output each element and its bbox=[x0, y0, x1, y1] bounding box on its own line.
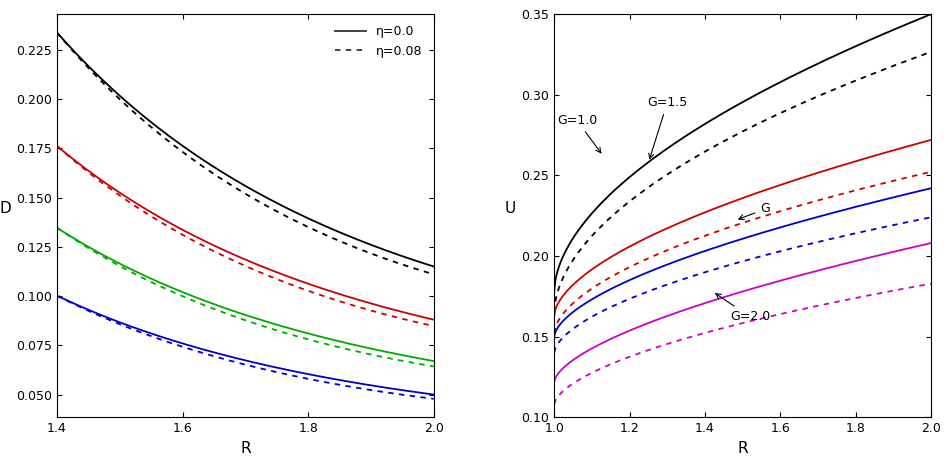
Y-axis label: U: U bbox=[504, 201, 516, 216]
Text: G=2.0: G=2.0 bbox=[716, 294, 770, 323]
X-axis label: R: R bbox=[240, 440, 251, 456]
Legend: η=0.0, η=0.08: η=0.0, η=0.08 bbox=[330, 20, 428, 63]
Text: G=1.0: G=1.0 bbox=[557, 114, 600, 153]
Y-axis label: D: D bbox=[0, 201, 10, 216]
Text: G=3.0: G=3.0 bbox=[0, 473, 1, 474]
Text: G: G bbox=[739, 202, 770, 219]
X-axis label: R: R bbox=[737, 440, 748, 456]
Text: G=1.5: G=1.5 bbox=[647, 96, 688, 159]
